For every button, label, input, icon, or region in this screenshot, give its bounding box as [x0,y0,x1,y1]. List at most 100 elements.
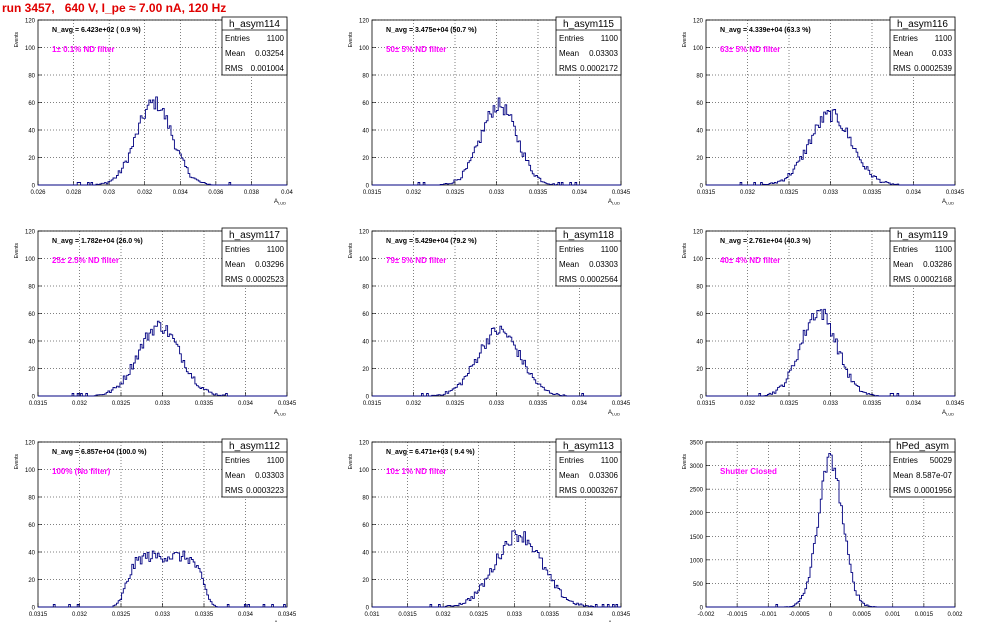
y-tick-label: 20 [28,156,35,162]
filter-label: 79± 5% ND filter [386,256,446,265]
stats-value: 1100 [601,456,619,465]
x-tick-label: 0.033 [155,401,171,407]
y-tick-label: 40 [362,551,369,557]
y-tick-label: 2500 [690,488,704,494]
stats-title: h_asym117 [229,230,280,241]
stats-key: RMS [893,64,911,73]
filter-label: 40± 4% ND filter [720,256,780,265]
x-tick-label: 0.0345 [946,190,965,196]
y-tick-label: 60 [28,101,35,107]
x-tick-label: 0.0315 [29,612,48,618]
histogram-panel-h_asym117: 0.0315 0.032 0.0325 0.033 0.0335 0.034 0.0345 0… [14,227,297,417]
histogram-panel-h_asym115: 0.0315 0.032 0.0325 0.033 0.0335 0.034 0.0345 0… [348,16,631,206]
y-tick-label: 20 [28,367,35,373]
stats-title: h_asym114 [229,19,280,30]
x-tick-label: 0.034 [173,190,189,196]
y-tick-label: 100 [25,257,36,263]
y-tick-label: 0 [366,606,370,612]
y-tick-label: 0 [366,395,370,401]
x-tick-label: 0.002 [947,612,963,618]
y-tick-label: 100 [25,46,36,52]
stats-value: 0.03303 [589,260,618,269]
x-tick-label: 0.0315 [363,401,382,407]
y-tick-label: 500 [693,582,704,588]
y-tick-label: 40 [28,340,35,346]
x-tick-label: 0.034 [238,401,254,407]
histogram-line [372,325,621,397]
y-tick-label: 20 [362,156,369,162]
stats-key: Mean [559,471,579,480]
y-axis-title: Events [682,454,688,470]
y-tick-label: 120 [359,230,370,236]
histogram-line [38,550,287,608]
y-tick-label: 120 [25,230,36,236]
stats-key: Entries [225,456,250,465]
stats-key: Mean [559,49,579,58]
y-tick-label: 0 [700,606,704,612]
x-tick-label: 0.034 [578,612,594,618]
x-tick-label: 0.001 [885,612,901,618]
x-tick-label: 0.0315 [363,190,382,196]
x-tick-label: 0.033 [507,612,523,618]
x-tick-label: 0.038 [244,190,260,196]
y-tick-label: 60 [28,312,35,318]
y-tick-label: 100 [25,468,36,474]
x-axis-title: ALUD [608,410,620,417]
x-tick-label: 0.033 [489,190,505,196]
y-axis-title: Events [14,32,20,48]
stats-key: Entries [893,456,918,465]
stats-key: Mean [225,49,245,58]
x-axis-title: ALUD [608,199,620,206]
stats-key: Mean [225,260,245,269]
x-axis-title: ALUD [274,199,286,206]
x-tick-label: 0.0005 [852,612,871,618]
x-tick-label: 0.032 [137,190,153,196]
y-tick-label: 0 [700,395,704,401]
y-tick-label: 120 [359,441,370,447]
x-tick-label: 0.0325 [780,401,799,407]
navg-label: N_avg = 2.761e+04 (40.3 %) [720,238,811,245]
navg-label: N_avg = 4.339e+04 (63.3 %) [720,27,811,34]
stats-value: 0.03286 [923,260,952,269]
x-tick-label: 0.0325 [112,401,131,407]
stats-value: 0.0002168 [914,275,952,284]
x-tick-label: 0.03 [103,190,115,196]
stats-value: 50029 [930,456,953,465]
stats-key: Mean [893,471,913,480]
x-tick-label: 0.0335 [541,612,560,618]
filter-label: 63± 5% ND filter [720,45,780,54]
y-axis-title: Events [682,243,688,259]
y-tick-label: 0 [366,184,370,190]
stats-value: 1100 [935,34,953,43]
stats-box [889,227,956,287]
histogram-panel-h_asym112: 0.0315 0.032 0.0325 0.033 0.0335 0.034 0.0345 0… [14,438,297,622]
y-tick-label: 100 [359,257,370,263]
stats-value: 0.001004 [251,64,285,73]
y-tick-label: 0 [32,395,36,401]
x-tick-label: 0.034 [572,190,588,196]
y-tick-label: 40 [28,129,35,135]
stats-key: RMS [559,486,577,495]
x-tick-label: 0 [829,612,833,618]
x-tick-label: -0.001 [760,612,778,618]
x-tick-label: 0.034 [572,401,588,407]
x-tick-label: 0.0335 [529,401,548,407]
histogram-line [38,96,287,186]
x-tick-label: 0.032 [740,190,756,196]
stats-value: 0.03303 [255,471,284,480]
navg-label: N_avg = 6.471e+03 ( 9.4 %) [386,449,475,456]
x-tick-label: 0.034 [906,190,922,196]
x-tick-label: 0.04 [281,190,293,196]
histogram-panel-hPed_asym: -0.002 -0.0015 -0.001 -0.0005 0 0.0005 0.001 0.… [682,438,963,618]
y-tick-label: 100 [359,468,370,474]
y-tick-label: 100 [359,46,370,52]
stats-value: 0.03306 [589,471,618,480]
stats-key: Entries [559,456,584,465]
x-tick-label: 0.036 [208,190,224,196]
stats-title: h_asym116 [897,19,948,30]
y-tick-label: 1000 [690,558,704,564]
x-tick-label: 0.0345 [612,190,631,196]
y-tick-label: 120 [25,19,36,25]
x-tick-label: 0.0345 [946,401,965,407]
y-tick-label: 80 [696,285,703,291]
